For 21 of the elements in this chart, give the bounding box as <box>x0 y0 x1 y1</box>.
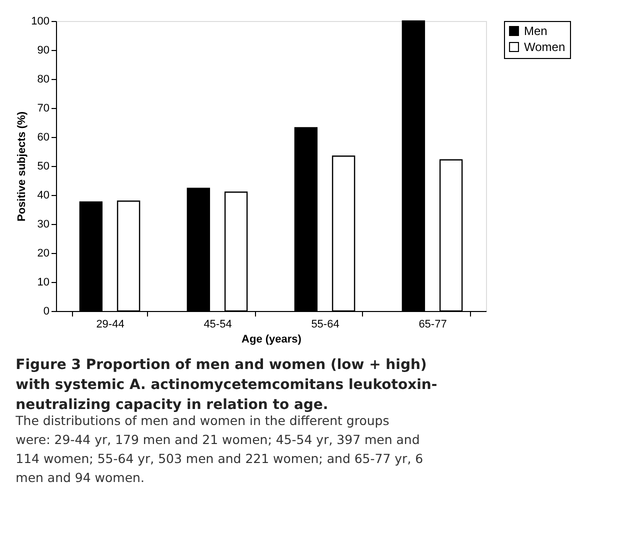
x-tick-label: 55-64 <box>311 318 340 330</box>
y-tick-label: 90 <box>37 44 50 56</box>
y-tick-label: 50 <box>37 160 50 172</box>
y-tick-label: 10 <box>37 276 50 288</box>
y-tick-label: 20 <box>37 248 50 260</box>
text: The distributions of men and women in the different groups were: 29-44 yr, 179 men and 21 women; 45-54 yr, 397 men and 114 women; 55-64 yr, 503 men and 221 women; and 65-77 yr, 6 men and 94 women. <box>14 413 424 485</box>
legend-label: Men <box>524 24 548 38</box>
legend-label: Women <box>524 40 566 54</box>
y-tick-label: 70 <box>37 102 50 114</box>
y-tick-label: 60 <box>37 132 50 144</box>
x-tick-label: 29-44 <box>96 318 124 330</box>
text: Figure 3 Proportion of men and women (low + high) with systemic A. actinomycetemcomitans leukotoxin-neutralizing capacity in relation to age. <box>16 357 438 413</box>
x-tick-label: 65-77 <box>418 318 447 330</box>
y-axis-title: Positive subjects (%) <box>16 111 28 222</box>
y-tick-label: 40 <box>37 190 50 202</box>
x-axis-title: Age (years) <box>242 334 302 346</box>
x-tick-label: 45-54 <box>204 318 232 330</box>
y-tick-label: 30 <box>37 218 50 230</box>
y-tick-label: 100 <box>31 16 50 28</box>
y-tick-label: 80 <box>37 74 50 86</box>
y-tick-label: 0 <box>43 306 50 318</box>
